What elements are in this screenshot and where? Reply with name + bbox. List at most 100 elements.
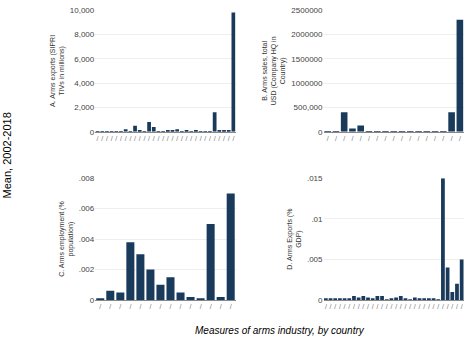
svg-text:10,000: 10,000	[70, 6, 95, 15]
svg-text:/: /	[386, 303, 388, 310]
svg-text:/: /	[97, 135, 99, 142]
svg-text:/: /	[115, 135, 117, 142]
svg-text:/: /	[351, 135, 353, 142]
svg-text:/: /	[353, 303, 355, 310]
svg-text:/: /	[109, 303, 111, 310]
svg-text:/: /	[195, 135, 197, 142]
svg-text:/: /	[419, 303, 421, 310]
svg-text:/: /	[139, 135, 141, 142]
svg-text:/: /	[228, 135, 230, 142]
svg-text:/: /	[111, 135, 113, 142]
svg-text:/: /	[218, 135, 220, 142]
svg-text:/: /	[223, 135, 225, 142]
svg-text:1500000: 1500000	[291, 55, 323, 64]
svg-text:C. Arms employment (%populatio: C. Arms employment (%population)	[58, 201, 75, 276]
svg-text:/: /	[327, 135, 329, 142]
svg-text:4,000: 4,000	[74, 79, 95, 88]
svg-text:.005: .005	[307, 255, 323, 264]
svg-text:.004: .004	[79, 235, 95, 244]
svg-text:/: /	[393, 135, 395, 142]
svg-text:/: /	[423, 303, 425, 310]
svg-text:8,000: 8,000	[74, 30, 95, 39]
svg-text:2000000: 2000000	[291, 30, 323, 39]
svg-text:/: /	[167, 135, 169, 142]
svg-text:Mean, 2002-2018: Mean, 2002-2018	[1, 112, 13, 198]
svg-text:/: /	[129, 303, 131, 310]
svg-text:/: /	[409, 303, 411, 310]
svg-text:/: /	[125, 135, 127, 142]
svg-text:/: /	[153, 135, 155, 142]
svg-text:/: /	[401, 135, 403, 142]
svg-text:/: /	[451, 135, 453, 142]
svg-text:/: /	[101, 135, 103, 142]
svg-text:/: /	[120, 135, 122, 142]
svg-text:/: /	[172, 135, 174, 142]
svg-text:/: /	[461, 303, 463, 310]
svg-text:/: /	[459, 135, 461, 142]
svg-text:/: /	[358, 303, 360, 310]
svg-text:A. Arms exports (SIPRITIVs in: A. Arms exports (SIPRITIVs in millions)	[49, 35, 66, 107]
svg-text:/: /	[428, 303, 430, 310]
svg-text:/: /	[404, 303, 406, 310]
svg-text:/: /	[442, 303, 444, 310]
svg-text:/: /	[148, 135, 150, 142]
svg-text:/: /	[360, 135, 362, 142]
svg-text:.006: .006	[79, 204, 95, 213]
svg-text:/: /	[162, 135, 164, 142]
svg-text:/: /	[200, 303, 202, 310]
svg-text:/: /	[376, 135, 378, 142]
svg-text:/: /	[367, 303, 369, 310]
svg-text:/: /	[214, 135, 216, 142]
svg-text:/: /	[181, 135, 183, 142]
svg-text:/: /	[344, 303, 346, 310]
svg-text:/: /	[170, 303, 172, 310]
svg-text:/: /	[232, 135, 234, 142]
svg-text:2500000: 2500000	[291, 6, 323, 15]
svg-text:/: /	[325, 303, 327, 310]
svg-text:/: /	[447, 303, 449, 310]
svg-text:/: /	[433, 303, 435, 310]
svg-text:/: /	[409, 135, 411, 142]
svg-text:/: /	[106, 135, 108, 142]
svg-text:Measures of arms industry, by: Measures of arms industry, by country	[195, 325, 365, 336]
svg-text:.008: .008	[79, 174, 95, 183]
svg-text:/: /	[376, 303, 378, 310]
svg-text:/: /	[209, 135, 211, 142]
svg-text:/: /	[390, 303, 392, 310]
svg-text:/: /	[426, 135, 428, 142]
svg-text:/: /	[400, 303, 402, 310]
svg-text:500,000: 500,000	[294, 103, 323, 112]
svg-text:0: 0	[318, 128, 323, 137]
svg-text:/: /	[418, 135, 420, 142]
svg-text:.002: .002	[79, 265, 95, 274]
svg-text:/: /	[348, 303, 350, 310]
svg-text:/: /	[204, 135, 206, 142]
svg-text:.015: .015	[307, 174, 323, 183]
svg-text:/: /	[385, 135, 387, 142]
svg-text:/: /	[200, 135, 202, 142]
svg-text:.01: .01	[311, 215, 323, 224]
svg-text:/: /	[362, 303, 364, 310]
svg-text:/: /	[230, 303, 232, 310]
svg-text:/: /	[134, 135, 136, 142]
svg-text:B. Arms sales, totalUSD (Compa: B. Arms sales, totalUSD (Company HQ inCo…	[261, 36, 287, 105]
svg-text:0: 0	[90, 128, 95, 137]
svg-text:/: /	[335, 135, 337, 142]
svg-text:/: /	[220, 303, 222, 310]
svg-text:/: /	[99, 303, 101, 310]
svg-text:/: /	[190, 303, 192, 310]
svg-text:/: /	[129, 135, 131, 142]
svg-text:/: /	[159, 303, 161, 310]
svg-text:/: /	[372, 303, 374, 310]
svg-text:/: /	[190, 135, 192, 142]
svg-text:/: /	[343, 135, 345, 142]
svg-text:/: /	[395, 303, 397, 310]
svg-text:6,000: 6,000	[74, 55, 95, 64]
svg-text:/: /	[139, 303, 141, 310]
svg-text:1000000: 1000000	[291, 79, 323, 88]
svg-text:0: 0	[90, 296, 95, 305]
svg-text:/: /	[334, 303, 336, 310]
svg-text:/: /	[180, 303, 182, 310]
svg-text:/: /	[176, 135, 178, 142]
svg-text:D. Arms Exports (%GDP): D. Arms Exports (%GDP)	[286, 209, 303, 270]
